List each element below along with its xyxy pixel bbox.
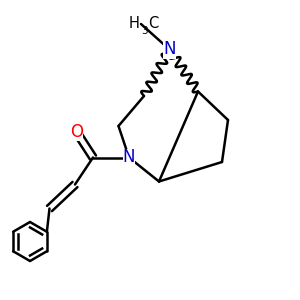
Text: C: C <box>148 16 159 32</box>
Text: N: N <box>163 40 176 58</box>
Text: 3: 3 <box>142 26 148 36</box>
Text: H: H <box>129 16 140 32</box>
Text: O: O <box>70 123 83 141</box>
Text: N: N <box>123 148 135 166</box>
